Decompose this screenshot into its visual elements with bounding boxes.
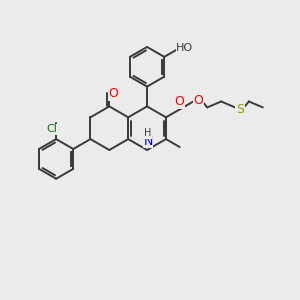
Text: HO: HO bbox=[176, 43, 194, 53]
Text: N: N bbox=[143, 135, 153, 148]
Text: O: O bbox=[194, 94, 203, 107]
Text: S: S bbox=[236, 103, 244, 116]
Text: O: O bbox=[108, 87, 118, 100]
Text: H: H bbox=[144, 128, 152, 138]
Text: O: O bbox=[174, 95, 184, 108]
Text: Cl: Cl bbox=[47, 124, 58, 134]
